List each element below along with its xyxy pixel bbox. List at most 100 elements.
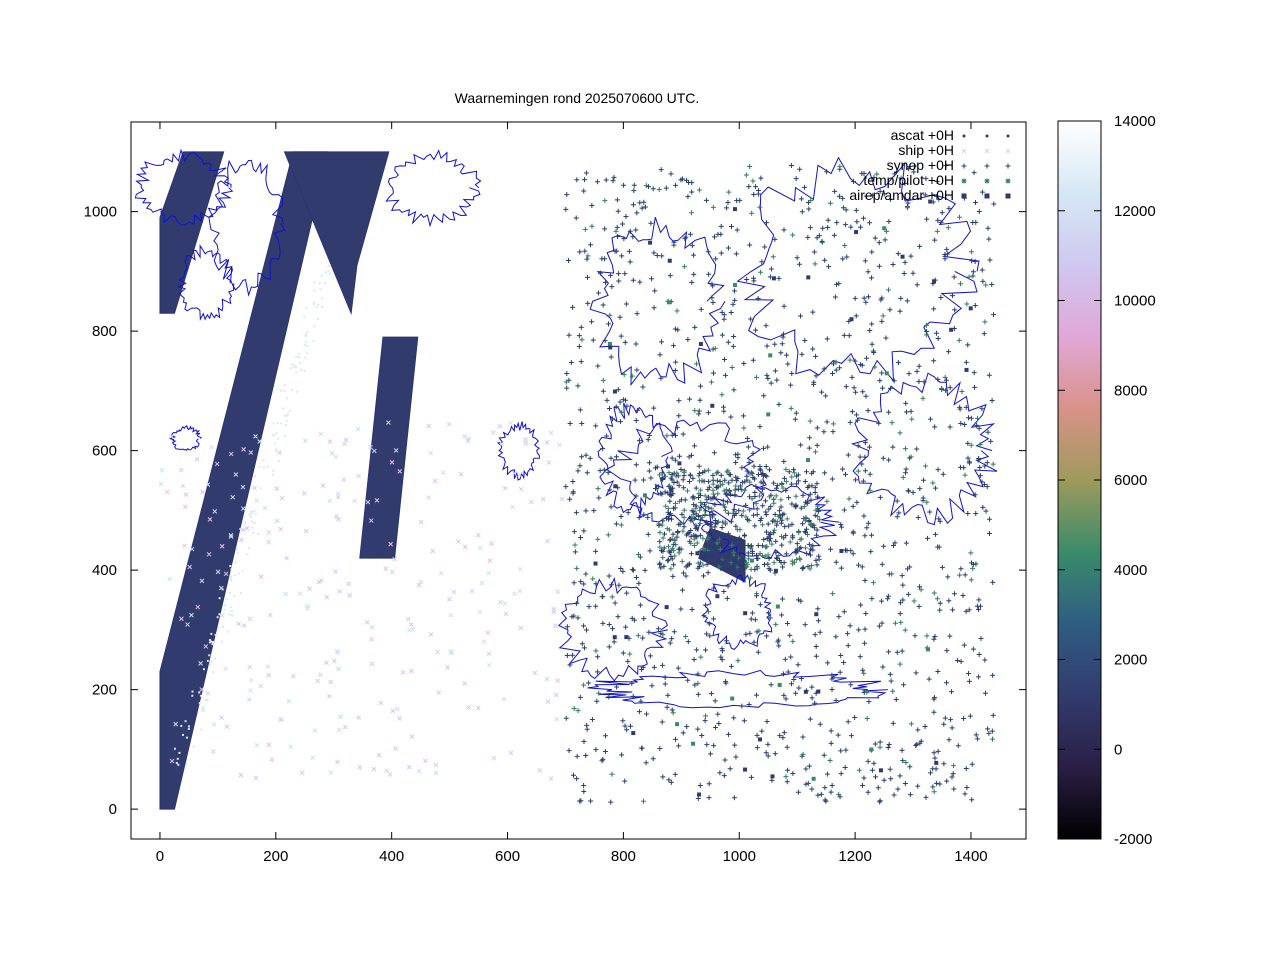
ascat-point-light	[214, 633, 217, 636]
ascat-point-light	[303, 369, 306, 372]
synop-point	[732, 487, 738, 493]
ascat-point-light	[251, 520, 254, 523]
airep-point	[607, 341, 612, 346]
synop-point	[799, 536, 805, 542]
synop-point	[907, 792, 913, 798]
synop-point	[768, 682, 774, 688]
synop-point	[671, 479, 677, 485]
synop-point	[866, 444, 872, 450]
synop-point	[660, 555, 666, 561]
synop-point	[813, 653, 819, 659]
ship-point	[518, 625, 524, 631]
synop-point	[597, 468, 603, 474]
synop-point	[719, 533, 725, 539]
synop-point	[917, 243, 923, 249]
ship-point	[337, 588, 343, 594]
synop-point	[711, 585, 717, 591]
synop-point	[848, 733, 854, 739]
synop-point	[709, 295, 715, 301]
synop-point	[785, 361, 791, 367]
synop-point	[686, 561, 692, 567]
ascat-point-light	[299, 368, 302, 371]
ascat-point-light	[286, 397, 289, 400]
ascat-point-light	[212, 641, 215, 644]
ship-point	[305, 606, 310, 611]
synop-point	[694, 540, 700, 546]
synop-point	[910, 270, 916, 276]
synop-point	[824, 498, 830, 504]
synop-point	[805, 484, 811, 490]
synop-point	[656, 186, 662, 192]
synop-point	[680, 730, 686, 736]
synop-point	[885, 745, 891, 751]
ascat-point-light	[230, 610, 233, 613]
synop-point	[705, 410, 711, 416]
synop-point	[802, 479, 808, 485]
synop-point	[706, 535, 712, 541]
synop-point	[680, 477, 686, 483]
synop-point	[681, 507, 687, 513]
synop-point	[640, 635, 646, 641]
synop-point	[812, 490, 818, 496]
synop-point	[589, 202, 595, 208]
ship-point	[336, 727, 342, 733]
ship-point	[438, 570, 444, 576]
synop-point	[815, 618, 821, 624]
synop-point	[725, 200, 731, 206]
synop-point	[633, 227, 639, 233]
ship-point	[320, 483, 326, 488]
synop-point	[958, 658, 964, 664]
ship-point	[233, 472, 239, 477]
ship-point	[253, 775, 259, 781]
synop-point	[703, 508, 709, 514]
synop-point	[735, 486, 741, 492]
airep-point	[773, 568, 778, 573]
synop-point	[783, 774, 789, 780]
ascat-point-light	[313, 325, 316, 328]
synop-point	[845, 452, 851, 458]
synop-point	[942, 374, 948, 380]
synop-point	[575, 468, 581, 474]
synop-point	[939, 210, 945, 216]
ship-point	[228, 534, 234, 539]
synop-point	[739, 479, 745, 485]
synop-point	[608, 455, 614, 461]
airep-point	[665, 464, 670, 469]
ship-point	[469, 588, 475, 594]
synop-point	[867, 327, 873, 333]
synop-point	[949, 293, 955, 299]
synop-point	[685, 639, 691, 645]
synop-point	[672, 537, 678, 543]
synop-point	[979, 267, 985, 273]
synop-point	[755, 649, 761, 655]
ship-point	[258, 574, 264, 580]
synop-point	[673, 359, 679, 365]
ship-point	[219, 715, 224, 720]
synop-point	[869, 321, 875, 327]
synop-point	[663, 185, 669, 191]
synop-point	[659, 470, 665, 476]
ship-point	[269, 757, 275, 762]
synop-point	[815, 508, 821, 514]
synop-point	[697, 532, 703, 538]
synop-point	[886, 742, 892, 748]
synop-point	[695, 796, 701, 802]
synop-point	[829, 371, 835, 377]
ship-point	[310, 755, 316, 761]
synop-point	[620, 397, 626, 403]
airep-point	[814, 612, 819, 617]
synop-point	[981, 481, 987, 487]
synop-point	[688, 540, 694, 546]
synop-point	[704, 550, 710, 556]
synop-point	[711, 450, 717, 456]
synop-point	[758, 479, 764, 485]
synop-point	[809, 483, 815, 489]
synop-point	[966, 670, 972, 676]
ship-point	[440, 470, 446, 475]
synop-point	[757, 204, 763, 210]
ship-point	[266, 530, 272, 535]
synop-point	[711, 616, 717, 622]
synop-point	[759, 259, 765, 265]
synop-point	[894, 498, 900, 504]
synop-point	[611, 174, 617, 180]
